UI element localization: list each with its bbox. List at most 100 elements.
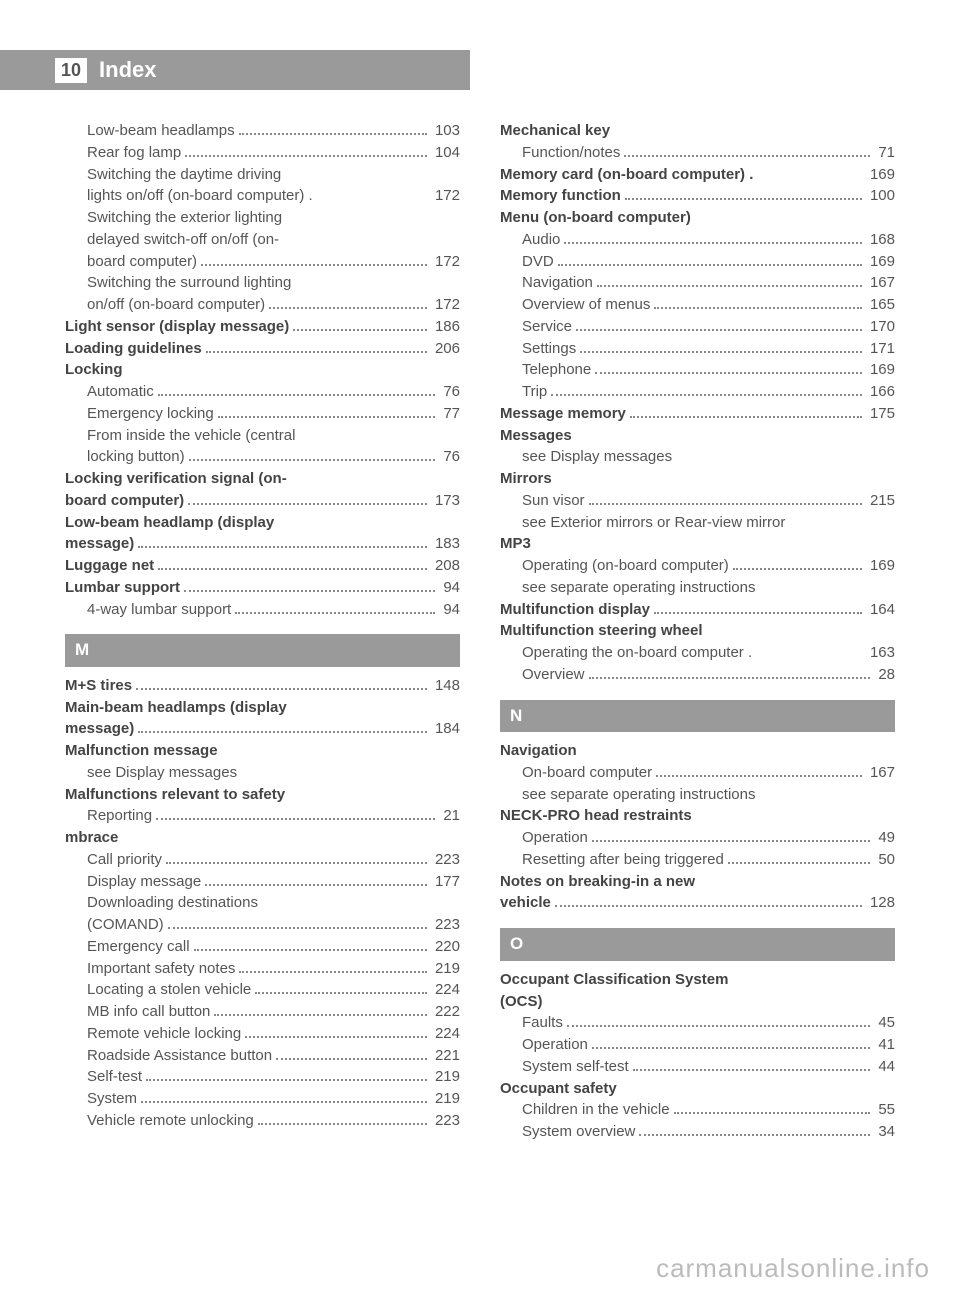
entry-label: Loading guidelines bbox=[65, 338, 202, 360]
entry-label: see Exterior mirrors or Rear-view mirror bbox=[522, 512, 785, 534]
entry-label: From inside the vehicle (central bbox=[87, 425, 295, 447]
entry-label: Reporting bbox=[87, 805, 152, 827]
entry-page: 224 bbox=[431, 979, 460, 1001]
leader-dots bbox=[293, 329, 427, 331]
index-entry: Loading guidelines206 bbox=[65, 338, 460, 360]
leader-dots bbox=[639, 1134, 870, 1136]
index-entry: Occupant safety bbox=[500, 1078, 895, 1100]
leader-dots bbox=[592, 840, 870, 842]
entry-label: Navigation bbox=[500, 740, 577, 762]
entry-label: Rear fog lamp bbox=[87, 142, 181, 164]
index-entry: (OCS) bbox=[500, 991, 895, 1013]
entry-page: 208 bbox=[431, 555, 460, 577]
leader-dots bbox=[558, 264, 862, 266]
leader-dots bbox=[589, 503, 862, 505]
index-entry: Roadside Assistance button221 bbox=[65, 1045, 460, 1067]
index-entry: Operating the on-board computer .163 bbox=[500, 642, 895, 664]
entry-label: Malfunction message bbox=[65, 740, 218, 762]
leader-dots bbox=[654, 612, 862, 614]
left-column: Low-beam headlamps103Rear fog lamp104Swi… bbox=[65, 120, 460, 1143]
index-entry: On-board computer167 bbox=[500, 762, 895, 784]
entry-label: Locking bbox=[65, 359, 123, 381]
index-entry: MB info call button222 bbox=[65, 1001, 460, 1023]
entry-page: 172 bbox=[431, 185, 460, 207]
entry-label: delayed switch-off on/off (on- bbox=[87, 229, 279, 251]
entry-label: Settings bbox=[522, 338, 576, 360]
index-entry: Remote vehicle locking224 bbox=[65, 1023, 460, 1045]
section-heading: O bbox=[500, 928, 895, 961]
entry-label: Memory card (on-board computer) . bbox=[500, 164, 753, 186]
entry-label: Telephone bbox=[522, 359, 591, 381]
leader-dots bbox=[185, 155, 427, 157]
index-entry: Telephone 169 bbox=[500, 359, 895, 381]
entry-label: Function/notes bbox=[522, 142, 620, 164]
entry-label: see separate operating instructions bbox=[522, 784, 755, 806]
index-entry: Main-beam headlamps (display bbox=[65, 697, 460, 719]
index-entry: Mirrors bbox=[500, 468, 895, 490]
entry-page: 103 bbox=[431, 120, 460, 142]
index-entry: Sun visor215 bbox=[500, 490, 895, 512]
entry-page: 44 bbox=[874, 1056, 895, 1078]
entry-label: Mechanical key bbox=[500, 120, 610, 142]
entry-page: 220 bbox=[431, 936, 460, 958]
entry-page: 100 bbox=[866, 185, 895, 207]
entry-label: Locking verification signal (on- bbox=[65, 468, 287, 490]
entry-label: vehicle bbox=[500, 892, 551, 914]
entry-page: 169 bbox=[866, 359, 895, 381]
leader-dots bbox=[551, 394, 862, 396]
entry-label: Switching the surround lighting bbox=[87, 272, 291, 294]
index-entry: Operating (on-board computer)169 bbox=[500, 555, 895, 577]
leader-dots bbox=[555, 905, 862, 907]
entry-label: Downloading destinations bbox=[87, 892, 258, 914]
entry-page: 34 bbox=[874, 1121, 895, 1143]
entry-label: DVD bbox=[522, 251, 554, 273]
index-entry: Children in the vehicle55 bbox=[500, 1099, 895, 1121]
index-entry: Switching the surround lighting bbox=[65, 272, 460, 294]
index-entry: Multifunction display164 bbox=[500, 599, 895, 621]
leader-dots bbox=[625, 198, 862, 200]
index-entry: (COMAND)223 bbox=[65, 914, 460, 936]
index-entry: Self-test219 bbox=[65, 1066, 460, 1088]
index-entry: Call priority223 bbox=[65, 849, 460, 871]
entry-label: message) bbox=[65, 533, 134, 555]
entry-label: Lumbar support bbox=[65, 577, 180, 599]
entry-page: 128 bbox=[866, 892, 895, 914]
entry-label: Automatic bbox=[87, 381, 154, 403]
entry-label: (OCS) bbox=[500, 991, 543, 1013]
entry-page: 28 bbox=[874, 664, 895, 686]
entry-label: (COMAND) bbox=[87, 914, 164, 936]
entry-page: 224 bbox=[431, 1023, 460, 1045]
entry-label: Occupant Classification System bbox=[500, 969, 728, 991]
index-entry: Low-beam headlamps103 bbox=[65, 120, 460, 142]
leader-dots bbox=[595, 372, 862, 374]
entry-page: 41 bbox=[874, 1034, 895, 1056]
leader-dots bbox=[138, 546, 427, 548]
entry-page: 173 bbox=[431, 490, 460, 512]
leader-dots bbox=[255, 992, 427, 994]
entry-label: Children in the vehicle bbox=[522, 1099, 670, 1121]
index-entry: see separate operating instructions bbox=[500, 784, 895, 806]
index-entry: Downloading destinations bbox=[65, 892, 460, 914]
entry-label: Overview bbox=[522, 664, 585, 686]
index-entry: Operation41 bbox=[500, 1034, 895, 1056]
leader-dots bbox=[218, 416, 436, 418]
leader-dots bbox=[728, 862, 871, 864]
entry-page: 76 bbox=[439, 381, 460, 403]
entry-label: Memory function bbox=[500, 185, 621, 207]
section-heading: N bbox=[500, 700, 895, 733]
section-heading: M bbox=[65, 634, 460, 667]
entry-label: Important safety notes bbox=[87, 958, 235, 980]
entry-page: 167 bbox=[866, 762, 895, 784]
index-entry: System219 bbox=[65, 1088, 460, 1110]
entry-label: Malfunctions relevant to safety bbox=[65, 784, 285, 806]
entry-page: 219 bbox=[431, 1066, 460, 1088]
entry-label: MP3 bbox=[500, 533, 531, 555]
index-entry: Reporting21 bbox=[65, 805, 460, 827]
leader-dots bbox=[597, 285, 862, 287]
leader-dots bbox=[576, 329, 862, 331]
entry-label: Roadside Assistance button bbox=[87, 1045, 272, 1067]
entry-label: Operating the on-board computer . bbox=[522, 642, 752, 664]
entry-page: 45 bbox=[874, 1012, 895, 1034]
entry-label: locking button) bbox=[87, 446, 185, 468]
entry-page: 215 bbox=[866, 490, 895, 512]
